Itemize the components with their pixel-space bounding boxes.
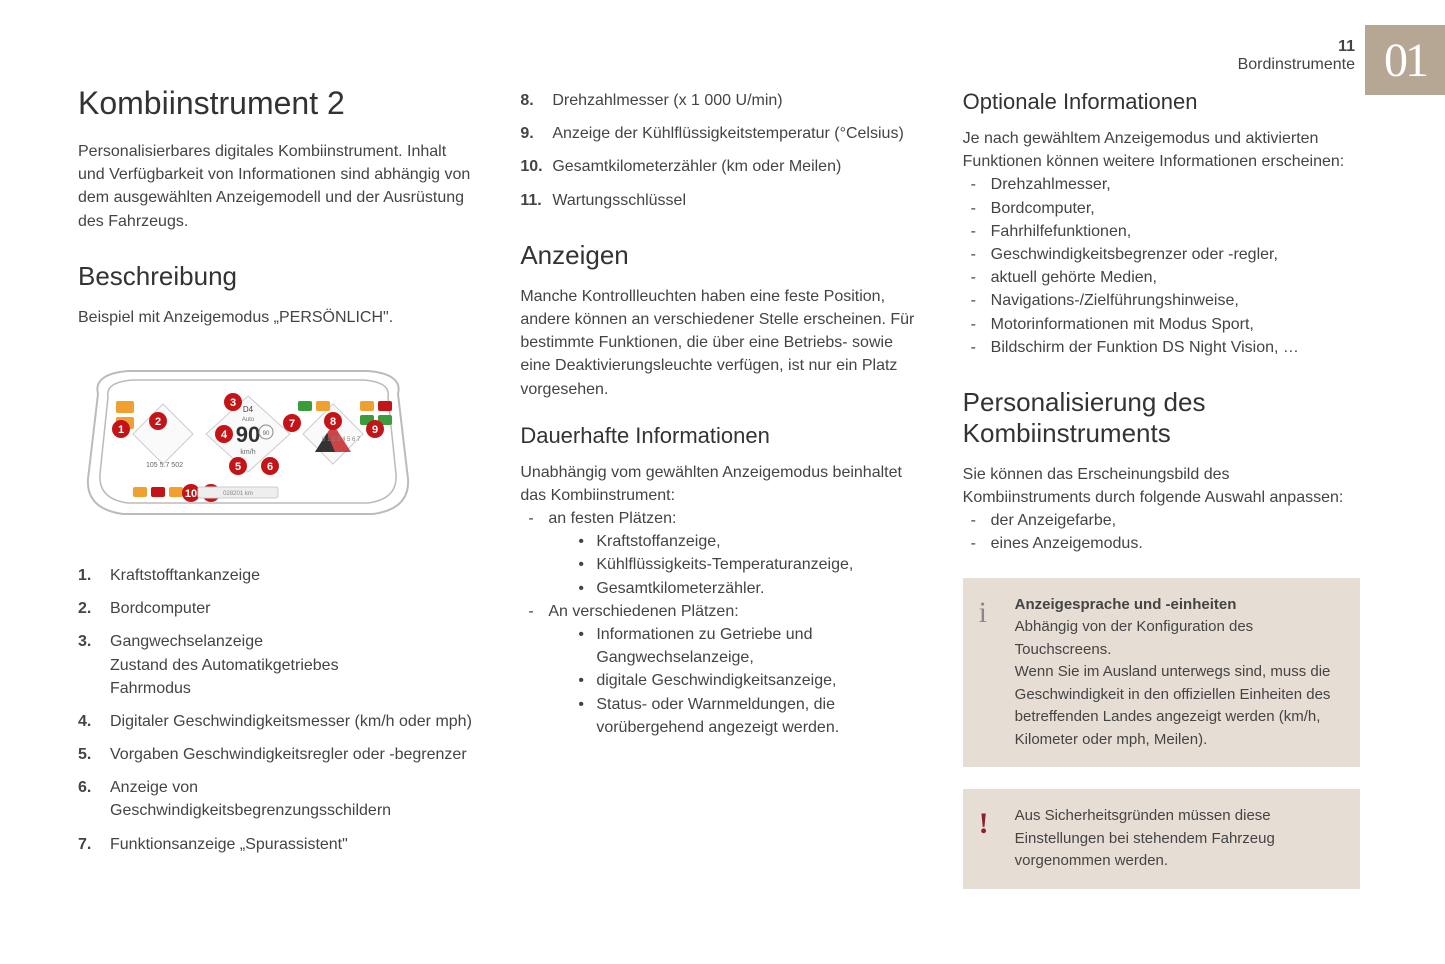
optional-text: Je nach gewähltem Anzeigemodus und aktiv… (963, 127, 1360, 173)
optional-heading: Optionale Informationen (963, 89, 1360, 115)
list-item: eines Anzeigemodus. (963, 532, 1360, 555)
intro-text: Personalisierbares digitales Kombiinstru… (78, 140, 475, 233)
example-text: Beispiel mit Anzeigemodus „PERSÖNLICH". (78, 306, 475, 329)
info-icon: i (979, 590, 987, 635)
list-item: Bildschirm der Funktion DS Night Vision,… (963, 336, 1360, 359)
list-item: an festen Plätzen: Kraftstoffanzeige,Küh… (520, 507, 917, 600)
list-item: Bordcomputer, (963, 197, 1360, 220)
legend-list-1: 1.Kraftstofftankanzeige 2.Bordcomputer 3.G… (78, 564, 475, 856)
instrument-cluster-diagram: 90 km/h D4 Auto 90 10 5 (78, 359, 418, 529)
optional-list: Drehzahlmesser,Bordcomputer,Fahrhilfefun… (963, 173, 1360, 359)
main-title: Kombiinstrument 2 (78, 85, 475, 122)
dauerhafte-list: an festen Plätzen: Kraftstoffanzeige,Küh… (520, 507, 917, 739)
legend-item: 6.Anzeige von Geschwindigkeitsbegrenzung… (78, 776, 475, 822)
legend-item: 10.Gesamtkilometerzähler (km oder Meilen… (520, 155, 917, 178)
legend-item: 7.Funktionsanzeige „Spurassistent" (78, 833, 475, 856)
column-2: 8.Drehzahlmesser (x 1 000 U/min) 9.Anzeig… (520, 85, 917, 924)
legend-item: 4.Digitaler Geschwindigkeitsmesser (km/h… (78, 710, 475, 733)
list-item: der Anzeigefarbe, (963, 509, 1360, 532)
svg-text:105 5.7 502: 105 5.7 502 (146, 462, 183, 469)
warning-note: ! Aus Sicherheitsgründen müssen diese Ei… (963, 789, 1360, 889)
column-3: Optionale Informationen Je nach gewählte… (963, 85, 1360, 924)
legend-item: 11.Wartungsschlüssel (520, 189, 917, 212)
svg-text:6: 6 (267, 461, 273, 473)
list-item: digitale Geschwindigkeitsanzeige, (548, 669, 917, 692)
legend-item: 1.Kraftstofftankanzeige (78, 564, 475, 587)
section-label: Bordinstrumente (1238, 56, 1355, 74)
legend-item: 8.Drehzahlmesser (x 1 000 U/min) (520, 89, 917, 112)
svg-text:90: 90 (236, 422, 260, 447)
svg-text:10: 10 (185, 488, 197, 500)
page-reference: 11 Bordinstrumente (1238, 38, 1355, 74)
list-item: Informationen zu Getriebe und Gangwechse… (548, 623, 917, 669)
info-title: Anzeigesprache und -einheiten (1015, 596, 1237, 613)
list-item: Motorinformationen mit Modus Sport, (963, 313, 1360, 336)
list-item: aktuell gehörte Medien, (963, 266, 1360, 289)
list-item: Kraftstoffanzeige, (548, 530, 917, 553)
list-item: Fahrhilfefunktionen, (963, 220, 1360, 243)
personalisierung-text: Sie können das Erscheinungsbild des Komb… (963, 463, 1360, 509)
page-number: 11 (1238, 38, 1355, 56)
legend-item: 2.Bordcomputer (78, 597, 475, 620)
svg-text:3: 3 (230, 397, 236, 409)
column-1: Kombiinstrument 2 Personalisierbares dig… (78, 85, 475, 924)
personalisierung-list: der Anzeigefarbe,eines Anzeigemodus. (963, 509, 1360, 555)
list-item: Kühlflüssigkeits-Temperaturanzeige, (548, 553, 917, 576)
list-item: Navigations-/Zielführungshinweise, (963, 289, 1360, 312)
warning-icon: ! (979, 801, 989, 846)
legend-item: 5.Vorgaben Geschwindigkeitsregler oder -… (78, 743, 475, 766)
list-item: Gesamtkilometerzähler. (548, 577, 917, 600)
svg-text:5: 5 (235, 461, 241, 473)
svg-text:9: 9 (372, 424, 378, 436)
svg-text:4: 4 (221, 429, 228, 441)
svg-text:90: 90 (263, 431, 270, 437)
legend-list-2: 8.Drehzahlmesser (x 1 000 U/min) 9.Anzeig… (520, 89, 917, 212)
personalisierung-heading: Personalisierung des Kombiinstruments (963, 387, 1360, 449)
svg-text:km/h: km/h (240, 449, 255, 456)
svg-text:7: 7 (289, 418, 295, 430)
dauerhafte-heading: Dauerhafte Informationen (520, 423, 917, 449)
svg-text:0 1 2 3 4 5 6 7: 0 1 2 3 4 5 6 7 (322, 437, 361, 443)
svg-text:D4: D4 (243, 405, 254, 414)
anzeigen-heading: Anzeigen (520, 240, 917, 271)
warning-body: Aus Sicherheitsgründen müssen diese Eins… (1015, 807, 1275, 869)
list-item: An verschiedenen Plätzen: Informationen … (520, 600, 917, 739)
svg-text:028201 km: 028201 km (223, 491, 253, 497)
svg-text:1: 1 (118, 424, 124, 436)
svg-text:Auto: Auto (242, 417, 255, 423)
svg-text:2: 2 (155, 416, 161, 428)
list-item: Geschwindigkeitsbegrenzer oder -regler, (963, 243, 1360, 266)
list-item: Drehzahlmesser, (963, 173, 1360, 196)
svg-text:8: 8 (330, 416, 336, 428)
legend-item: 3.GangwechselanzeigeZustand des Automati… (78, 630, 475, 700)
dauerhafte-text: Unabhängig vom gewählten Anzeigemodus be… (520, 461, 917, 507)
info-note: i Anzeigesprache und -einheiten Abhängig… (963, 578, 1360, 768)
description-heading: Beschreibung (78, 261, 475, 292)
legend-item: 9.Anzeige der Kühlflüssigkeitstemperatur… (520, 122, 917, 145)
info-body: Abhängig von der Konfiguration des Touch… (1015, 618, 1331, 748)
anzeigen-text: Manche Kontrollleuchten haben eine feste… (520, 285, 917, 401)
chapter-tab: 01 (1365, 25, 1445, 95)
page-content: Kombiinstrument 2 Personalisierbares dig… (78, 85, 1360, 924)
list-item: Status- oder Warnmeldungen, die vorüberg… (548, 693, 917, 739)
